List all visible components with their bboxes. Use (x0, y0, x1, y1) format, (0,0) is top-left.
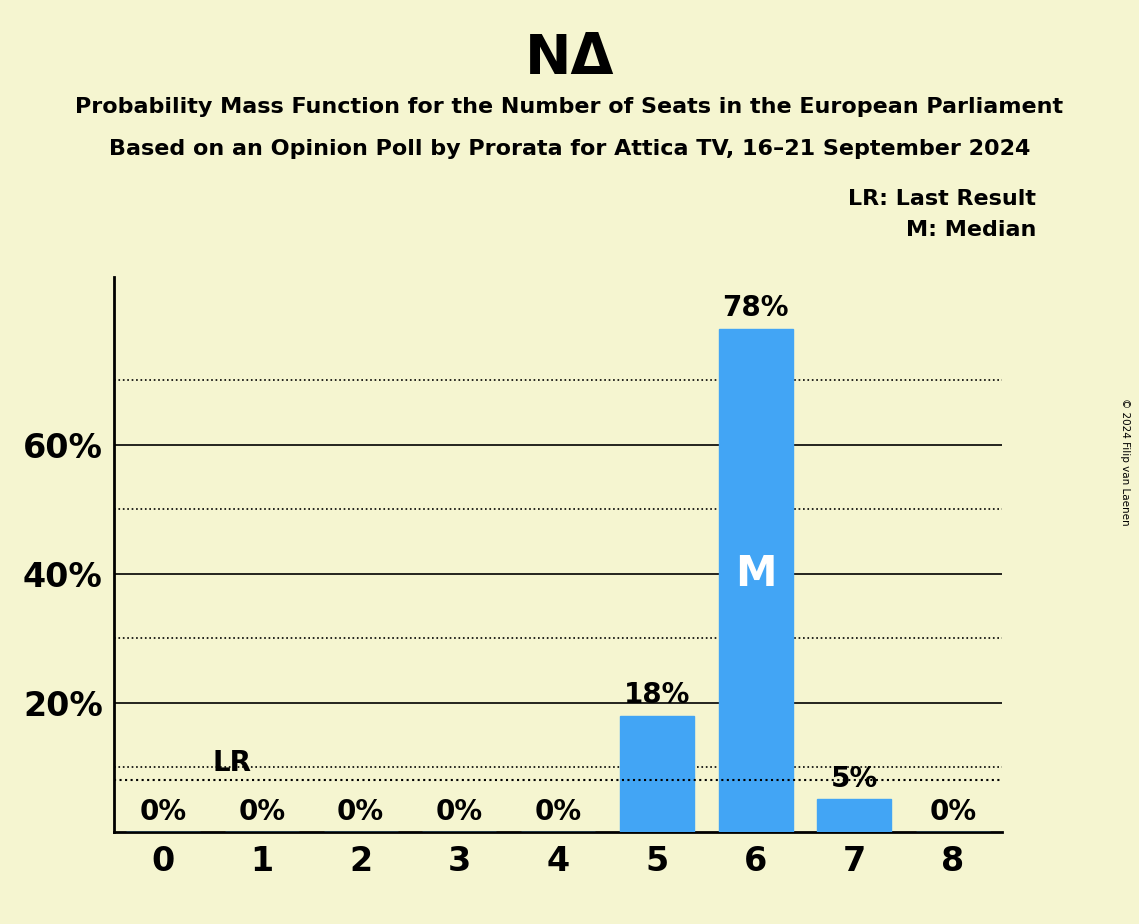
Text: © 2024 Filip van Laenen: © 2024 Filip van Laenen (1121, 398, 1130, 526)
Bar (620, 715, 694, 832)
Text: 0%: 0% (337, 798, 384, 826)
Text: LR: Last Result: LR: Last Result (849, 189, 1036, 210)
Text: 0%: 0% (929, 798, 976, 826)
Text: M: Median: M: Median (907, 220, 1036, 240)
Text: M: M (735, 553, 777, 595)
Text: NΔ: NΔ (525, 32, 614, 86)
Text: 5%: 5% (830, 765, 878, 793)
Text: 0%: 0% (436, 798, 483, 826)
Text: 18%: 18% (624, 681, 690, 709)
Text: LR: LR (213, 748, 252, 777)
Bar (719, 329, 793, 832)
Bar (818, 799, 892, 832)
Text: 0%: 0% (140, 798, 187, 826)
Text: 0%: 0% (534, 798, 582, 826)
Text: Based on an Opinion Poll by Prorata for Attica TV, 16–21 September 2024: Based on an Opinion Poll by Prorata for … (109, 139, 1030, 159)
Text: Probability Mass Function for the Number of Seats in the European Parliament: Probability Mass Function for the Number… (75, 97, 1064, 117)
Text: 78%: 78% (722, 295, 789, 322)
Text: 0%: 0% (238, 798, 286, 826)
